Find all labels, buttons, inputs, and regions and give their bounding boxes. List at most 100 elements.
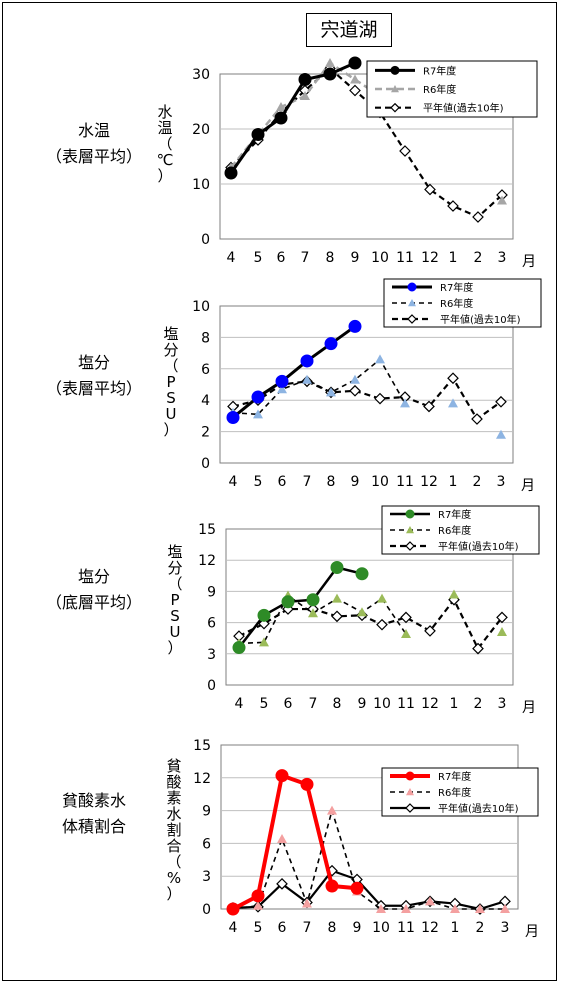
y-axis-label-char: 温: [157, 119, 173, 137]
data-point: [275, 374, 289, 388]
data-point: [424, 625, 436, 637]
y-axis-label-char: ℃: [156, 151, 174, 169]
x-tick-label: 6: [284, 696, 293, 712]
y-axis-label-char: U: [169, 623, 181, 641]
y-axis-label-char: 酸: [166, 773, 182, 791]
y-axis-label-char: S: [166, 389, 176, 407]
data-point: [424, 183, 436, 196]
data-point: [281, 595, 295, 609]
data-point: [331, 610, 343, 623]
row-label-bottom-salinity: 塩分 （底層平均）: [24, 564, 164, 616]
y-axis-label-char: 合: [166, 837, 182, 855]
y-axis-label-char: ）: [163, 421, 179, 439]
data-point: [497, 195, 507, 205]
series-r7: [226, 319, 362, 424]
legend-label: R7年度: [438, 508, 471, 521]
x-tick-label: 5: [254, 250, 263, 266]
data-point: [300, 777, 314, 791]
row-label-line: 塩分: [77, 353, 110, 372]
legend-label: 平年値(過去10年): [440, 313, 521, 326]
y-tick-label: 4: [201, 393, 210, 409]
data-point: [332, 593, 342, 603]
y-axis-label-char: U: [165, 405, 177, 423]
data-point: [423, 400, 435, 413]
x-tick-label: 7: [303, 920, 312, 936]
x-tick-label: 6: [278, 920, 287, 936]
data-point: [325, 879, 339, 893]
row-label-line: 水温: [77, 121, 110, 140]
series-line: [238, 598, 503, 650]
row-label-line: （表層平均）: [45, 379, 142, 398]
data-point: [302, 374, 312, 384]
data-point: [355, 567, 369, 581]
x-tick-label: 4: [229, 920, 238, 936]
y-axis-label-char: ）: [166, 885, 182, 903]
data-point: [251, 390, 265, 404]
x-tick-label: 3: [501, 920, 510, 936]
legend-label: R7年度: [440, 281, 473, 294]
x-tick-label: 10: [371, 250, 389, 266]
data-point: [259, 637, 269, 647]
data-point: [348, 319, 362, 333]
legend-marker: [407, 314, 417, 324]
data-point: [349, 384, 361, 397]
x-tick-label: 11: [396, 250, 414, 266]
data-point: [298, 73, 312, 86]
y-tick-label: 0: [202, 902, 211, 918]
y-axis-label-char: ）: [167, 639, 183, 657]
month-unit-label: 月: [522, 700, 536, 716]
data-point: [274, 111, 288, 125]
y-tick-label: 6: [202, 836, 211, 852]
data-point: [447, 200, 459, 212]
x-tick-label: 12: [420, 474, 438, 490]
x-tick-label: 5: [254, 920, 263, 936]
data-point: [401, 904, 411, 913]
x-tick-label: 11: [396, 474, 414, 490]
y-tick-label: 9: [207, 584, 216, 600]
data-point: [302, 898, 312, 908]
data-point: [276, 878, 288, 890]
data-point: [253, 409, 263, 419]
y-axis-label-char: P: [170, 591, 180, 609]
legend-marker: [406, 526, 414, 534]
y-axis-label-char: （: [163, 357, 179, 375]
y-axis-label-surface-salinity: 塩分（P S U）: [162, 326, 180, 438]
legend-label: R6年度: [438, 524, 471, 537]
data-point: [224, 166, 238, 180]
x-tick-label: 8: [328, 920, 337, 936]
legend-marker: [390, 65, 400, 75]
y-tick-label: 12: [198, 553, 216, 569]
data-point: [376, 904, 386, 913]
data-point: [500, 904, 510, 913]
x-tick-label: 3: [498, 696, 507, 712]
legend-label: R7年度: [438, 770, 471, 783]
y-tick-label: 12: [193, 771, 211, 787]
y-tick-label: 8: [201, 330, 210, 346]
legend-label: R6年度: [423, 83, 456, 96]
data-point: [377, 593, 387, 603]
x-tick-label: 6: [277, 250, 286, 266]
data-point: [276, 102, 286, 111]
data-point: [226, 902, 240, 916]
month-unit-label: 月: [525, 924, 539, 940]
x-tick-label: 2: [474, 250, 483, 266]
data-point: [425, 896, 435, 906]
x-tick-label: 3: [498, 250, 507, 266]
data-point: [306, 593, 320, 607]
x-tick-label: 4: [227, 250, 236, 266]
legend-label: 平年値(過去10年): [438, 540, 519, 553]
data-point: [325, 58, 335, 67]
x-tick-label: 10: [373, 696, 391, 712]
x-tick-label: 10: [372, 920, 390, 936]
x-tick-label: 9: [351, 250, 360, 266]
data-point: [324, 337, 338, 351]
legend-label: 平年値(過去10年): [423, 102, 504, 115]
data-point: [277, 384, 287, 394]
x-tick-label: 2: [476, 920, 485, 936]
data-point: [496, 611, 508, 624]
